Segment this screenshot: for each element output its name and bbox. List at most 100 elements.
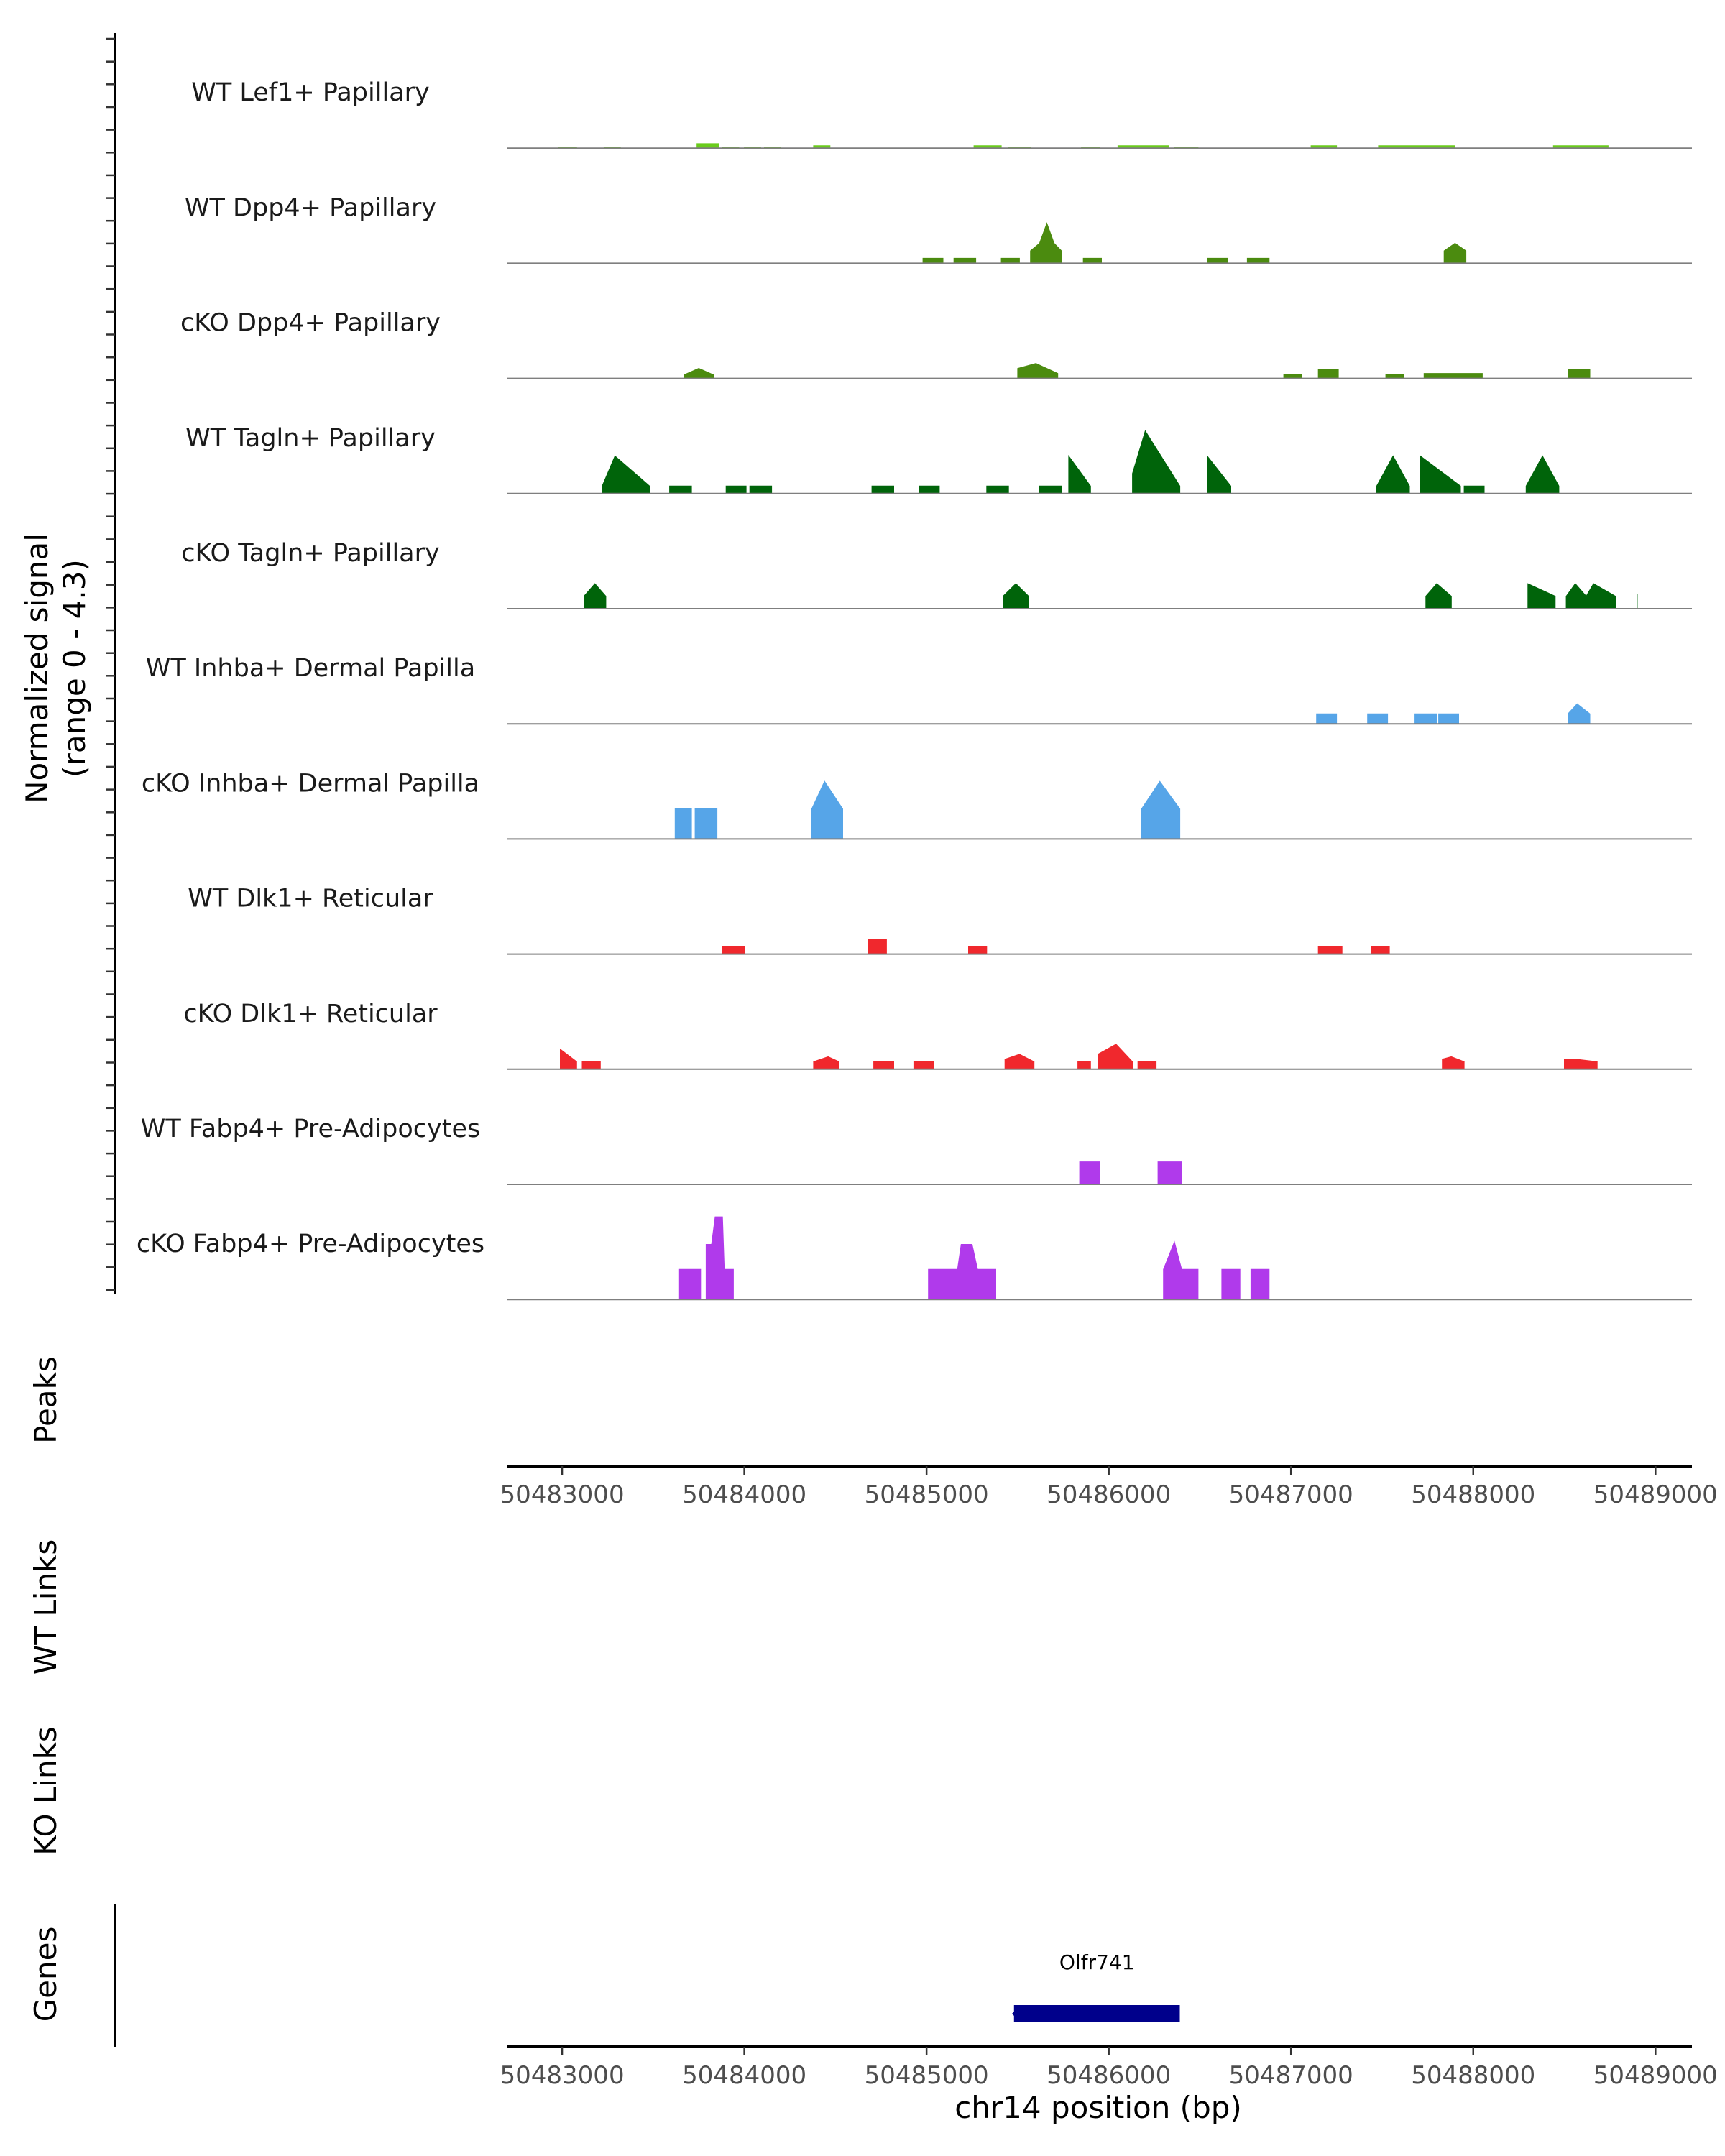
x-tick-label: 50487000 (1229, 2061, 1353, 2090)
track-label: WT Tagln+ Papillary (185, 424, 436, 453)
coverage-peak (705, 1216, 734, 1300)
coverage-peak (1425, 583, 1452, 609)
coverage-peak (1250, 1268, 1270, 1300)
coverage-peak (674, 808, 692, 839)
y-axis-title-line1: Normalized signal (19, 533, 55, 803)
coverage-peak (1317, 369, 1339, 379)
genes-x-axis: 50483000 50484000 50485000 50486000 50487000… (500, 2045, 1718, 2090)
coverage-peak (1068, 454, 1091, 494)
coverage-peak (913, 1061, 934, 1070)
track-7: cKO Inhba+ Dermal Papilla (142, 769, 1692, 840)
coverage-peak (1565, 583, 1616, 609)
coverage-peak (1564, 1059, 1598, 1070)
x-tick-label: 50483000 (500, 2061, 625, 2090)
x-tick-label: 50489000 (1593, 2061, 1718, 2090)
coverage-peak (1527, 583, 1556, 609)
coverage-peak (1077, 1061, 1091, 1070)
coverage-peak (1420, 455, 1461, 494)
coverage-peak (1039, 485, 1062, 494)
peaks-x-axis: 50483000 50484000 50485000 50486000 50487000… (500, 1465, 1718, 1509)
genes-panel-label: Genes (28, 1927, 63, 2022)
x-tick-label: 50486000 (1046, 2061, 1171, 2090)
coverage-peak (919, 485, 940, 494)
coverage-peak (1317, 946, 1343, 955)
y-axis-title-line2: (range 0 - 4.3) (57, 559, 92, 778)
coverage-peak (725, 485, 747, 494)
gene-track: Olfr741 (1011, 1950, 1180, 2022)
coverage-peak (602, 455, 650, 494)
coverage-peak (968, 946, 988, 955)
track-9: cKO Dlk1+ Reticular (183, 1000, 1692, 1070)
coverage-peak (1017, 363, 1059, 379)
track-5: cKO Tagln+ Papillary (181, 539, 1692, 609)
track-label: WT Fabp4+ Pre-Adipocytes (141, 1115, 480, 1143)
coverage-peak (1098, 1044, 1133, 1070)
coverage-peak (922, 257, 944, 264)
coverage-peak (678, 1268, 702, 1300)
track-label: cKO Dpp4+ Papillary (180, 309, 441, 338)
track-label: WT Dpp4+ Papillary (185, 193, 436, 222)
track-label: cKO Dlk1+ Reticular (183, 1000, 438, 1028)
track-1: WT Lef1+ Papillary (191, 78, 1692, 149)
coverage-peak (1525, 455, 1560, 494)
coverage-peak (811, 780, 843, 839)
coverage-peak (1371, 946, 1390, 955)
x-tick-label: 50483000 (500, 1480, 625, 1509)
coverage-peak (1221, 1268, 1241, 1300)
gene-body (1013, 2005, 1180, 2022)
coverage-peak (669, 485, 692, 494)
wt-links-panel-label: WT Links (28, 1539, 63, 1674)
x-tick-label: 50485000 (865, 2061, 989, 2090)
coverage-peak (1423, 373, 1483, 379)
coverage-peak (749, 485, 773, 494)
coverage-tracks: WT Lef1+ Papillary WT Dpp4+ Papillary cKO … (137, 78, 1692, 1301)
track-8: WT Dlk1+ Reticular (188, 885, 1692, 955)
coverage-peak (1082, 257, 1102, 264)
track-label: cKO Inhba+ Dermal Papilla (142, 769, 479, 798)
coverage-peak (1568, 369, 1591, 379)
coverage-peak (1316, 713, 1338, 724)
coverage-peak (1376, 455, 1410, 494)
coverage-peak (1132, 430, 1181, 494)
strand-arrow (1011, 2005, 1023, 2022)
coverage-peak (1030, 222, 1062, 264)
track-label: WT Inhba+ Dermal Papilla (146, 654, 475, 683)
normalized-signal-axis (106, 33, 116, 1294)
coverage-peak (953, 257, 977, 264)
coverage-peak (813, 1056, 840, 1070)
coverage-peak (1367, 713, 1389, 724)
coverage-peak (1443, 242, 1467, 264)
coverage-peak (722, 946, 745, 955)
coverage-peak (868, 939, 887, 955)
coverage-peak (584, 583, 607, 609)
coverage-peak (1568, 703, 1591, 724)
coverage-peak (1000, 257, 1020, 264)
coverage-peak (1157, 1161, 1182, 1185)
peaks-panel-label: Peaks (28, 1356, 63, 1444)
coverage-peak (684, 368, 714, 379)
coverage-peak (1246, 257, 1270, 264)
x-tick-label: 50485000 (865, 1480, 989, 1509)
track-10: WT Fabp4+ Pre-Adipocytes (141, 1115, 1692, 1185)
coverage-peak (1141, 780, 1181, 839)
coverage-peak (1463, 485, 1485, 494)
track-label: WT Lef1+ Papillary (191, 78, 430, 107)
coverage-peak (1004, 1054, 1035, 1070)
coverage-peak (1137, 1061, 1157, 1070)
coverage-peak (873, 1061, 894, 1070)
ko-links-panel-label: KO Links (28, 1726, 63, 1856)
x-axis-title: chr14 position (bp) (954, 2090, 1242, 2125)
x-tick-label: 50484000 (682, 2061, 806, 2090)
coverage-peak (1442, 1056, 1465, 1070)
x-tick-label: 50489000 (1593, 1480, 1718, 1509)
track-2: WT Dpp4+ Papillary (185, 193, 1692, 264)
coverage-peak (1207, 455, 1231, 494)
track-11: cKO Fabp4+ Pre-Adipocytes (137, 1216, 1692, 1301)
coverage-peak (694, 808, 718, 839)
coverage-peak (1207, 257, 1228, 264)
coverage-peak (581, 1061, 601, 1070)
coverage-peak (1438, 713, 1459, 724)
track-3: cKO Dpp4+ Papillary (180, 309, 1692, 379)
track-label: cKO Fabp4+ Pre-Adipocytes (137, 1230, 484, 1258)
